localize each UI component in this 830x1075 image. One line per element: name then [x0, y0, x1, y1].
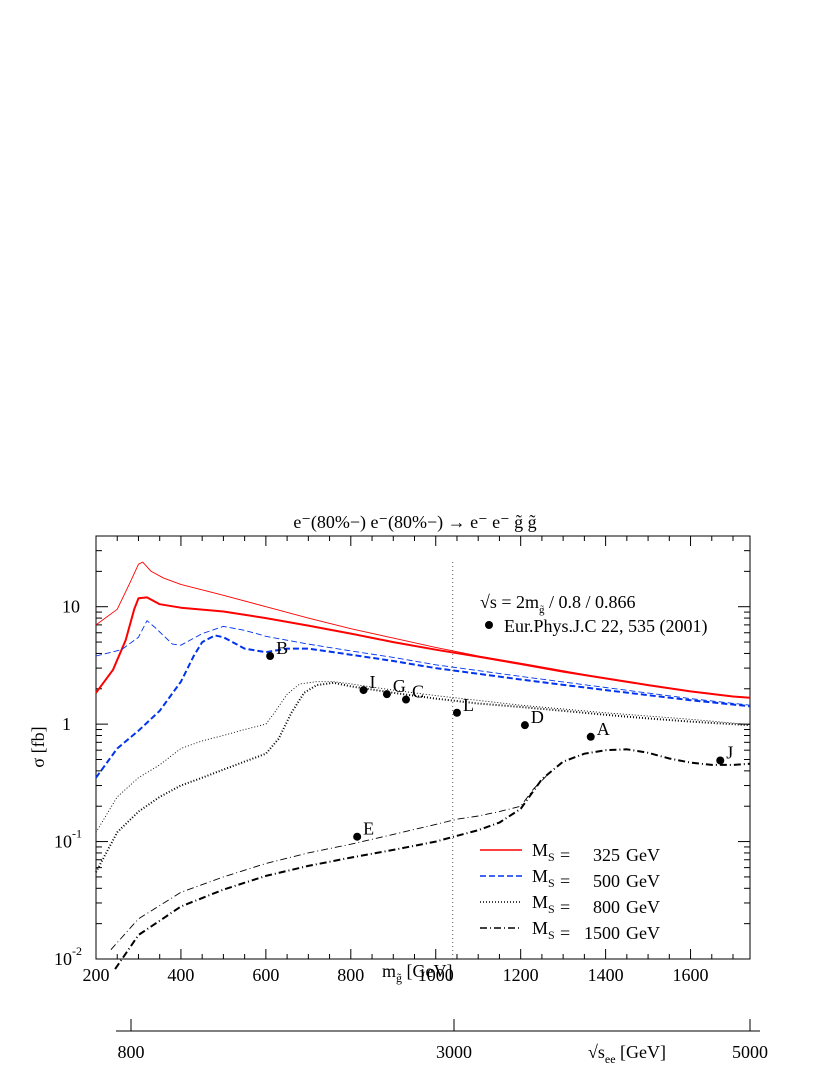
annotation-bullet [485, 621, 493, 629]
legend-entry: MS = 325 GeV [532, 840, 660, 865]
legend-prefix: M [532, 892, 548, 912]
y-tick-label-base: 10 [54, 949, 72, 969]
y-tick-label: 10-2 [54, 944, 82, 969]
legend-prefix: M [532, 840, 548, 860]
secondary-axis: 800 3000 5000 √see [GeV] [116, 1019, 768, 1066]
annotation-line-2: Eur.Phys.J.C 22, 535 (2001) [504, 616, 708, 637]
benchmark-point [586, 732, 595, 741]
y-tick-label-exponent: -1 [72, 827, 82, 841]
secondary-axis-ticks: 800 3000 5000 [118, 1019, 768, 1062]
benchmark-point [359, 686, 368, 695]
y-tick-label: 10-1 [54, 827, 82, 852]
annotation-rest: = 2m [497, 592, 539, 612]
benchmark-point-label: J [726, 743, 733, 763]
annotation-line-1: √s = 2mg̃ / 0.8 / 0.866 [480, 592, 636, 616]
x-tick-label: 600 [252, 965, 279, 985]
legend-sub: S [548, 928, 555, 942]
benchmark-point [402, 695, 411, 704]
benchmark-point [266, 652, 275, 661]
series-line-dashed-0.8 [95, 634, 751, 779]
legend-sub: S [548, 902, 555, 916]
secondary-tick-label: 3000 [436, 1042, 472, 1062]
x-tick-label: 200 [83, 965, 110, 985]
benchmark-point-label: L [463, 695, 474, 715]
legend-entry: MS = 1500 GeV [532, 918, 660, 943]
x-axis-label-main: m [382, 961, 396, 981]
x-tick-label: 1200 [503, 965, 539, 985]
plot-frame [95, 535, 751, 960]
legend-sub: S [548, 876, 555, 890]
benchmark-point [382, 690, 391, 699]
benchmark-point-label: A [597, 719, 610, 739]
secondary-axis-label-root: √s [588, 1042, 605, 1062]
annotation-sub: g̃ [539, 604, 545, 616]
legend-equals: = [560, 897, 570, 917]
x-axis-label-sub: g̃ [396, 971, 402, 985]
x-tick-label: 1600 [673, 965, 709, 985]
legend-entry: MS = 800 GeV [532, 892, 660, 917]
legend-equals: = [560, 923, 570, 943]
series-line-dashdot-0.866 [110, 775, 547, 950]
x-tick-labels: 200 400 600 800 1000 1200 1400 1600 [83, 965, 709, 985]
benchmark-point-label: E [363, 819, 374, 839]
y-tick-label: 1 [62, 714, 71, 734]
legend-unit: GeV [626, 845, 660, 865]
y-tick-label-base: 10 [62, 597, 80, 617]
x-axis-label: mg̃ [GeV] [382, 961, 453, 985]
legend-entry: MS = 500 GeV [532, 866, 660, 891]
x-tick-label: 800 [337, 965, 364, 985]
y-tick-label-base: 10 [54, 832, 72, 852]
legend-unit: GeV [626, 897, 660, 917]
y-tick-label-base: 1 [62, 714, 71, 734]
benchmark-point-label: G [393, 676, 406, 696]
benchmark-point-label: B [276, 638, 288, 658]
legend-unit: GeV [626, 923, 660, 943]
secondary-axis-label: √see [GeV] [588, 1042, 666, 1066]
benchmark-point-label: C [412, 682, 424, 702]
legend-equals: = [560, 871, 570, 891]
benchmark-point-label: I [370, 672, 376, 692]
series-line-dotted-0.866 [95, 681, 751, 833]
legend-prefix: M [532, 918, 548, 938]
legend-ms-value: 1500 [584, 923, 620, 943]
benchmark-point-label: D [531, 707, 544, 727]
annotation: √s = 2mg̃ / 0.8 / 0.866 Eur.Phys.J.C 22,… [480, 592, 708, 637]
benchmark-point [452, 708, 461, 717]
series-line-solid-0.866 [95, 561, 751, 699]
legend-equals: = [560, 845, 570, 865]
series-line-dashed-0.866 [95, 620, 751, 706]
series-line-dashdot-0.8 [114, 748, 751, 970]
x-tick-label: 1400 [588, 965, 624, 985]
secondary-axis-label-unit: [GeV] [616, 1042, 666, 1062]
y-tick-label-exponent: -2 [72, 944, 82, 958]
legend-prefix: M [532, 866, 548, 886]
x-tick-label: 1000 [418, 965, 454, 985]
benchmark-points: B I G C L D A J E [266, 638, 733, 841]
secondary-axis-label-sub: ee [605, 1052, 616, 1066]
chart-title: e⁻(80%−) e⁻(80%−) → e⁻ e⁻ g̃ g̃ [293, 512, 536, 533]
benchmark-point [716, 756, 725, 765]
legend-ms-value: 325 [593, 845, 620, 865]
axis-ticks [95, 535, 750, 960]
plot-area: 200 400 600 800 1000 1200 1400 1600 10-210-1110… [54, 535, 751, 985]
series-line-dotted-0.8 [95, 681, 751, 873]
annotation-root: √s [480, 592, 497, 612]
y-axis-label: σ [fb] [28, 726, 48, 767]
legend-sub: S [548, 850, 555, 864]
x-tick-label: 400 [167, 965, 194, 985]
secondary-tick-label: 5000 [732, 1042, 768, 1062]
series-layer [95, 561, 751, 970]
legend-unit: GeV [626, 871, 660, 891]
annotation-tail: / 0.8 / 0.866 [545, 592, 636, 612]
benchmark-point [353, 832, 362, 841]
y-tick-label: 10 [62, 597, 80, 617]
secondary-tick-label: 800 [118, 1042, 145, 1062]
x-axis-label-unit: [GeV] [402, 961, 452, 981]
legend-ms-value: 800 [593, 897, 620, 917]
legend-ms-value: 500 [593, 871, 620, 891]
benchmark-point [520, 721, 529, 730]
